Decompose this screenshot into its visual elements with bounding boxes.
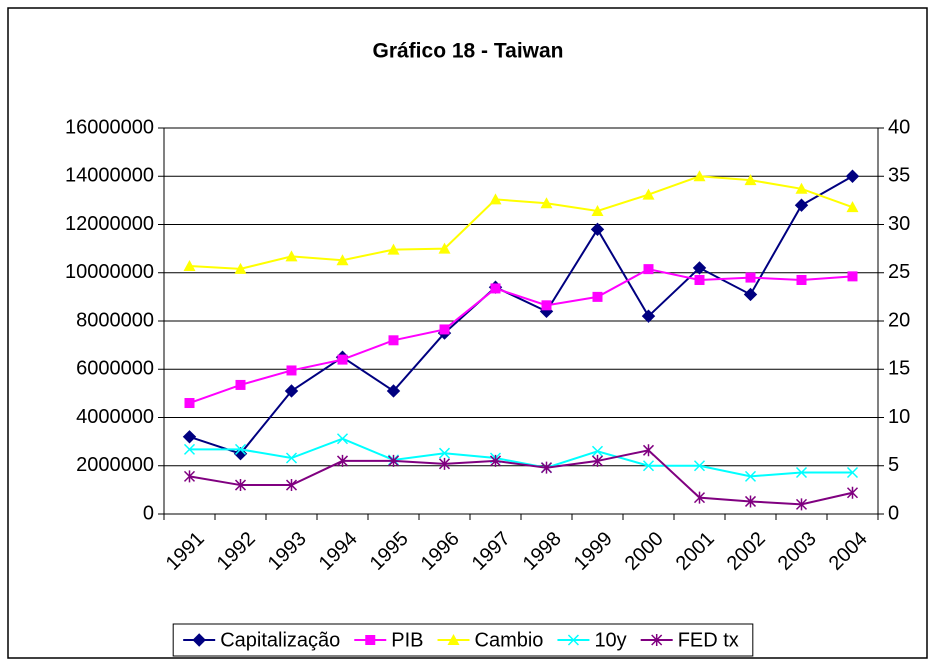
marker: [337, 354, 348, 365]
marker: [591, 454, 604, 467]
marker: [183, 259, 196, 271]
marker: [540, 197, 553, 209]
legend-label: FED tx: [678, 629, 739, 651]
marker: [447, 634, 460, 645]
y2-tick-label: 15: [888, 358, 910, 380]
marker: [182, 430, 197, 444]
y2-tick-label: 20: [888, 309, 910, 331]
chart-title: Gráfico 18 - Taiwan: [373, 40, 564, 63]
chart-frame: [7, 7, 928, 659]
marker: [336, 454, 349, 467]
marker: [184, 398, 195, 409]
y2-tick-label: 10: [888, 406, 910, 428]
marker: [365, 635, 376, 645]
marker: [490, 283, 501, 294]
marker: [641, 309, 656, 323]
legend-label: 10y: [594, 629, 626, 651]
marker: [591, 204, 604, 216]
legend-label: Cambio: [475, 629, 544, 651]
marker: [489, 193, 502, 205]
y2-tick-label: 30: [888, 213, 910, 235]
marker: [694, 274, 705, 285]
marker: [845, 169, 860, 183]
marker: [235, 379, 246, 390]
y-tick-label: 6000000: [76, 358, 154, 380]
marker: [745, 272, 756, 283]
marker: [192, 633, 206, 647]
marker: [794, 198, 809, 212]
y-tick-label: 10000000: [65, 261, 154, 283]
marker: [693, 170, 706, 182]
marker: [388, 335, 399, 346]
marker: [846, 486, 859, 499]
marker: [285, 452, 298, 464]
marker: [234, 443, 247, 455]
marker: [744, 174, 757, 186]
marker: [336, 433, 349, 445]
marker: [336, 254, 349, 266]
legend-label: Capitalização: [220, 629, 340, 651]
series-line: [189, 449, 853, 506]
marker: [795, 182, 808, 194]
y2-tick-label: 40: [888, 116, 910, 138]
marker: [234, 262, 247, 274]
marker: [846, 466, 859, 479]
marker: [643, 264, 654, 275]
marker: [693, 460, 706, 472]
series-line: [189, 175, 853, 270]
marker: [183, 443, 196, 455]
marker: [567, 634, 579, 646]
marker: [285, 250, 298, 262]
marker: [439, 324, 450, 335]
marker: [796, 274, 807, 285]
marker: [744, 470, 757, 482]
marker: [846, 201, 859, 213]
marker: [592, 291, 603, 302]
y-tick-label: 16000000: [65, 116, 154, 138]
series-line: [189, 437, 853, 478]
y2-tick-label: 0: [888, 502, 899, 524]
marker: [743, 287, 758, 302]
marker: [285, 479, 298, 492]
series-line: [189, 175, 853, 455]
marker: [847, 271, 858, 282]
marker: [540, 461, 553, 474]
marker: [651, 634, 663, 646]
y-tick-label: 2000000: [76, 454, 154, 476]
marker: [795, 466, 808, 479]
marker: [744, 495, 757, 508]
y-tick-label: 12000000: [65, 213, 154, 235]
y-tick-label: 8000000: [76, 309, 154, 331]
y-tick-label: 0: [143, 502, 154, 524]
marker: [386, 384, 401, 398]
y2-tick-label: 5: [888, 454, 899, 476]
y-tick-label: 14000000: [65, 165, 154, 187]
marker: [693, 491, 706, 504]
y2-tick-label: 25: [888, 261, 910, 283]
marker: [183, 470, 196, 483]
y-tick-label: 4000000: [76, 406, 154, 428]
marker: [590, 222, 605, 237]
marker: [387, 243, 400, 255]
marker: [286, 365, 297, 376]
marker: [489, 454, 502, 467]
marker: [541, 300, 552, 311]
legend-label: PIB: [391, 629, 423, 651]
marker: [795, 498, 808, 511]
marker: [642, 188, 655, 200]
marker: [234, 479, 247, 492]
marker: [642, 444, 655, 457]
series-line: [189, 268, 853, 404]
marker: [387, 454, 400, 467]
marker: [642, 460, 655, 472]
marker: [438, 242, 451, 254]
y2-tick-label: 35: [888, 165, 910, 187]
marker: [438, 457, 451, 470]
marker: [284, 384, 299, 398]
marker: [591, 445, 604, 457]
marker: [438, 447, 451, 459]
marker: [692, 261, 707, 275]
